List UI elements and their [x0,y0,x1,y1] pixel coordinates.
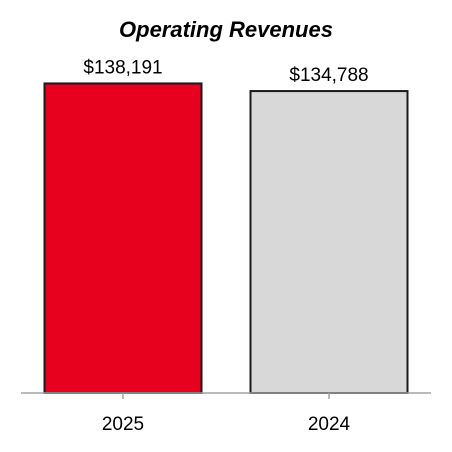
x-ticks-group [122,393,330,399]
x-tick-label-2025: 2025 [102,414,144,435]
data-labels-group: $138,191 $134,788 [83,57,368,86]
bar-2024 [249,90,409,394]
bar-2025 [43,82,203,395]
bars-group [43,82,409,395]
x-tick-label-2024: 2024 [308,414,351,435]
chart-title: Operating Revenues [119,17,333,42]
x-tick-labels-group: 2025 2024 [102,414,351,435]
data-label-2025: $138,191 [83,57,162,78]
data-label-2024: $134,788 [289,65,368,86]
